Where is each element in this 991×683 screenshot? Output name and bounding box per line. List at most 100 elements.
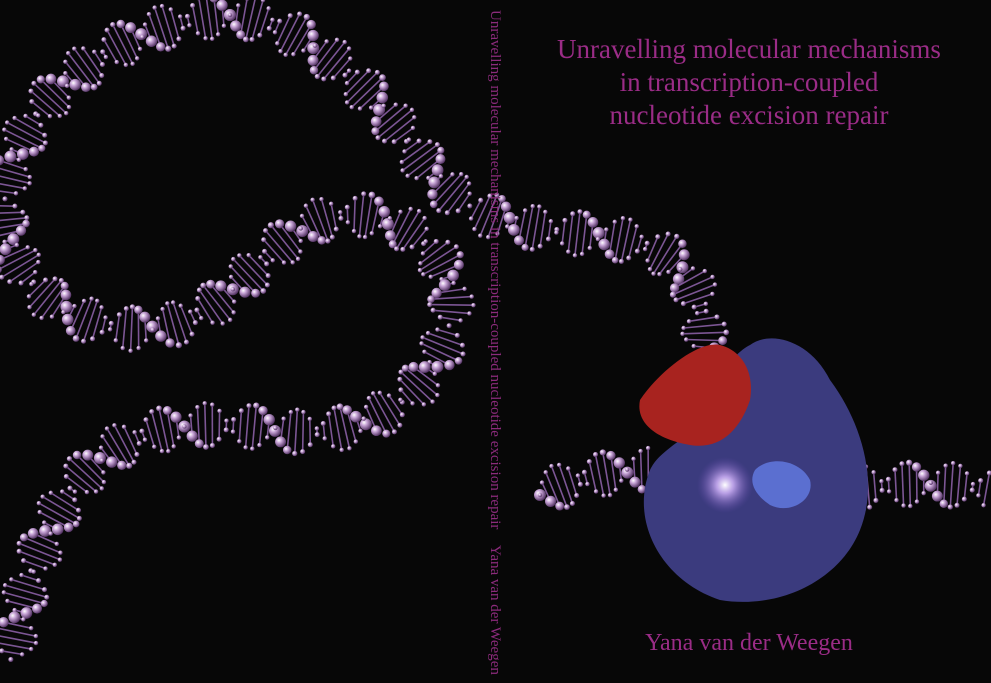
backbone-bead — [702, 268, 708, 274]
backbone-bead — [723, 329, 730, 336]
backbone-bead — [33, 640, 39, 646]
backbone-bead — [23, 167, 28, 172]
base-pair — [437, 328, 458, 337]
backbone-bead — [101, 37, 107, 43]
backbone-bead — [514, 215, 519, 221]
backbone-bead — [329, 234, 335, 240]
backbone-bead — [134, 452, 140, 458]
backbone-bead — [421, 272, 426, 277]
backbone-bead — [569, 500, 575, 506]
base-pair — [31, 100, 51, 117]
base-pair — [166, 410, 175, 447]
backbone-bead — [257, 32, 263, 38]
base-pair — [627, 226, 638, 259]
backbone-bead — [253, 402, 260, 409]
backbone-bead — [432, 371, 438, 377]
backbone-bead — [639, 234, 644, 239]
backbone-bead — [314, 426, 320, 431]
backbone-bead — [101, 470, 106, 475]
backbone-bead — [28, 625, 34, 631]
backbone-bead — [117, 460, 127, 470]
backbone-bead — [178, 303, 183, 308]
backbone-bead — [7, 279, 13, 285]
backbone-bead — [237, 439, 242, 444]
base-pair — [69, 300, 85, 332]
base-pair — [0, 627, 37, 637]
backbone-bead — [72, 335, 80, 342]
backbone-bead — [935, 470, 941, 475]
backbone-bead — [203, 36, 208, 41]
backbone-bead — [298, 226, 303, 231]
backbone-bead — [14, 242, 20, 248]
backbone-bead — [90, 83, 98, 91]
backbone-bead — [444, 210, 450, 216]
backbone-bead — [152, 5, 157, 10]
base-pair — [322, 423, 326, 439]
backbone-bead — [320, 420, 326, 426]
backbone-bead — [93, 452, 106, 465]
backbone-bead — [101, 479, 107, 485]
backbone-bead — [629, 476, 641, 488]
base-pair — [658, 243, 684, 275]
backbone-bead — [620, 216, 626, 221]
backbone-bead — [120, 345, 125, 351]
backbone-bead — [113, 338, 119, 343]
backbone-bead — [978, 478, 984, 484]
backbone-bead — [397, 422, 403, 428]
backbone-bead — [27, 181, 32, 186]
backbone-bead — [626, 255, 632, 261]
backbone-bead — [549, 463, 554, 469]
backbone-bead — [921, 490, 926, 496]
protein-illustration — [639, 338, 869, 602]
protein-red-domain — [639, 344, 751, 446]
backbone-bead — [40, 494, 45, 499]
base-pair — [411, 228, 428, 248]
backbone-bead — [539, 480, 545, 485]
backbone-bead — [299, 213, 305, 219]
backbone-bead — [645, 258, 650, 263]
backbone-bead — [606, 450, 616, 461]
backbone-bead — [894, 498, 899, 503]
base-pair — [1, 254, 40, 278]
title-line: Unravelling molecular mechanisms — [557, 34, 941, 64]
backbone-bead — [28, 646, 34, 652]
backbone-bead — [216, 0, 228, 11]
base-pair — [106, 428, 130, 467]
base-pair — [11, 578, 45, 591]
backbone-bead — [400, 168, 405, 173]
base-pair — [28, 278, 56, 308]
base-pair — [161, 5, 175, 47]
base-pair — [68, 458, 103, 490]
backbone-bead — [368, 191, 376, 199]
backbone-bead — [63, 522, 74, 533]
backbone-bead — [188, 309, 193, 314]
backbone-bead — [36, 500, 42, 506]
base-pair — [333, 407, 343, 451]
backbone-bead — [459, 171, 464, 177]
backbone-bead — [559, 241, 565, 246]
backbone-bead — [76, 507, 82, 513]
base-pair — [351, 77, 384, 108]
base-pair — [346, 409, 357, 442]
backbone-bead — [593, 452, 599, 458]
backbone-bead — [277, 18, 283, 24]
backbone-bead — [155, 316, 161, 321]
backbone-bead — [342, 405, 352, 415]
backbone-bead — [420, 251, 426, 256]
backbone-bead — [206, 279, 216, 289]
backbone-bead — [224, 418, 229, 423]
base-pair — [209, 283, 235, 313]
backbone-bead — [282, 445, 292, 455]
base-pair — [429, 303, 474, 306]
backbone-bead — [69, 78, 81, 91]
backbone-bead — [298, 238, 303, 244]
backbone-bead — [37, 509, 42, 515]
backbone-bead — [400, 246, 406, 252]
backbone-bead — [245, 0, 249, 1]
base-pair — [245, 0, 256, 40]
backbone-bead — [187, 23, 192, 28]
base-pair — [368, 397, 388, 434]
backbone-bead — [260, 0, 266, 3]
backbone-bead — [712, 282, 718, 287]
backbone-bead — [215, 32, 221, 37]
